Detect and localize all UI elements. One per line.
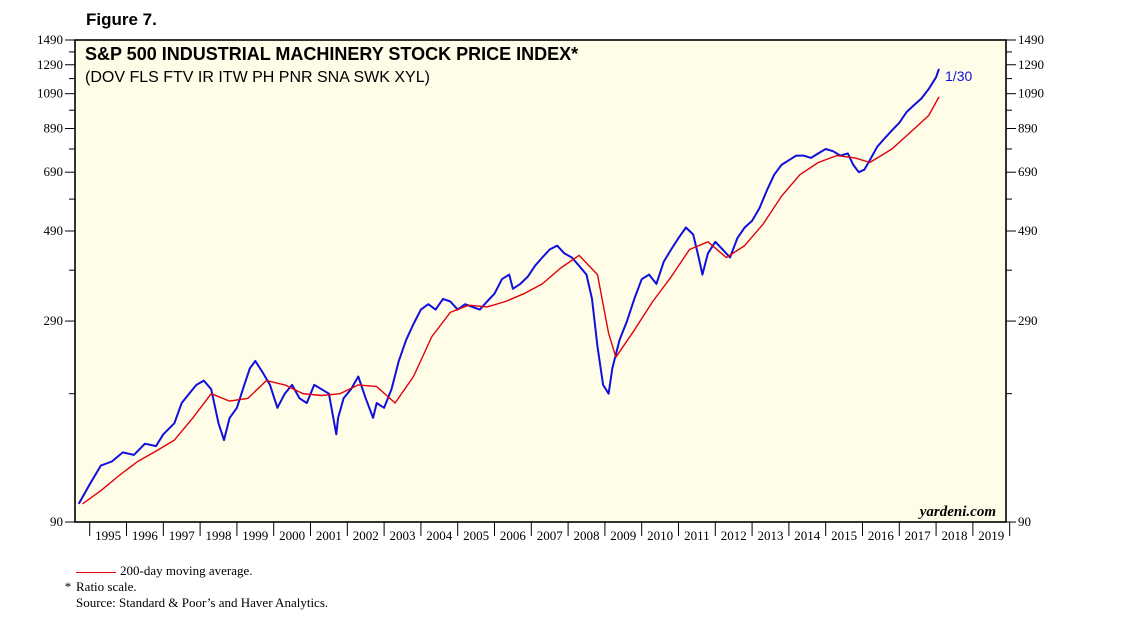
- legend: 200-day moving average. * Ratio scale. So…: [60, 563, 328, 611]
- legend-ma-row: 200-day moving average.: [60, 563, 328, 579]
- watermark: yardeni.com: [918, 504, 996, 520]
- x-tick-label: 2002: [353, 528, 379, 543]
- x-tick-label: 2009: [610, 528, 636, 543]
- x-tick-label: 2015: [831, 528, 857, 543]
- x-tick-label: 2006: [500, 528, 527, 543]
- ma-line-swatch: [76, 571, 116, 573]
- y-tick-label-right: 290: [1018, 313, 1038, 328]
- ratio-note-marker: *: [64, 579, 72, 594]
- plot-area: [74, 39, 1007, 523]
- y-tick-label-right: 690: [1018, 164, 1038, 179]
- legend-ma-label: 200-day moving average.: [120, 563, 253, 578]
- end-date-label: 1/30: [945, 68, 972, 84]
- x-tick-label: 2003: [390, 528, 416, 543]
- y-tick-label-left: 1290: [37, 57, 63, 72]
- x-tick-label: 2004: [426, 528, 453, 543]
- y-tick-label-left: 490: [44, 223, 64, 238]
- x-tick-label: 2012: [721, 528, 747, 543]
- right-axis: 90 290 490 690 890 1090 1290 1490: [1006, 32, 1044, 529]
- y-tick-label-left: 290: [44, 313, 64, 328]
- x-tick-label: 2016: [868, 528, 895, 543]
- x-tick-label: 2001: [316, 528, 342, 543]
- x-tick-label: 2007: [537, 528, 564, 543]
- x-tick-label: 2019: [978, 528, 1004, 543]
- price-index-line: [77, 68, 940, 505]
- chart-title: S&P 500 INDUSTRIAL MACHINERY STOCK PRICE…: [85, 44, 578, 64]
- x-tick-label: 2010: [647, 528, 673, 543]
- y-tick-label-right: 1490: [1018, 32, 1044, 47]
- chart-subtitle: (DOV FLS FTV IR ITW PH PNR SNA SWK XYL): [85, 69, 430, 86]
- y-tick-label-right: 1090: [1018, 86, 1044, 101]
- y-tick-label-right: 490: [1018, 223, 1038, 238]
- x-tick-label: 1995: [95, 528, 121, 543]
- y-tick-label-left: 1090: [37, 86, 63, 101]
- series-layer: [77, 68, 940, 505]
- moving-average-line: [81, 96, 940, 505]
- x-tick-label: 1997: [169, 528, 196, 543]
- x-tick-label: 2011: [684, 528, 710, 543]
- y-tick-label-left: 690: [44, 164, 64, 179]
- y-tick-label-left: 90: [50, 514, 63, 529]
- x-tick-label: 2013: [757, 528, 783, 543]
- x-tick-label: 2000: [279, 528, 305, 543]
- x-tick-label: 2014: [794, 528, 821, 543]
- legend-ratio-row: * Ratio scale.: [60, 579, 328, 595]
- y-tick-label-right: 90: [1018, 514, 1031, 529]
- x-tick-label: 2008: [573, 528, 599, 543]
- source-note: Source: Standard & Poor’s and Haver Anal…: [76, 595, 329, 610]
- y-tick-label-left: 1490: [37, 32, 63, 47]
- x-tick-label: 2005: [463, 528, 489, 543]
- x-tick-label: 1996: [132, 528, 159, 543]
- x-tick-label: 1998: [206, 528, 232, 543]
- x-axis: 1995 1996 1997 1998 1999 2000 2001 2002 2003 2004…: [89, 522, 1011, 543]
- y-tick-label-right: 890: [1018, 120, 1038, 135]
- left-axis: 90 290 490 690 890 1090 1290 1490: [37, 32, 75, 529]
- x-tick-label: 2017: [905, 528, 932, 543]
- figure-label: Figure 7.: [86, 10, 157, 29]
- ratio-note: Ratio scale.: [76, 579, 137, 594]
- x-tick-label: 1999: [242, 528, 268, 543]
- y-tick-label-right: 1290: [1018, 57, 1044, 72]
- y-tick-label-left: 890: [44, 120, 64, 135]
- x-tick-label: 2018: [941, 528, 967, 543]
- chart: 90 290 490 690 890 1090 1290 1490 90 290 490 690 89…: [37, 32, 1044, 543]
